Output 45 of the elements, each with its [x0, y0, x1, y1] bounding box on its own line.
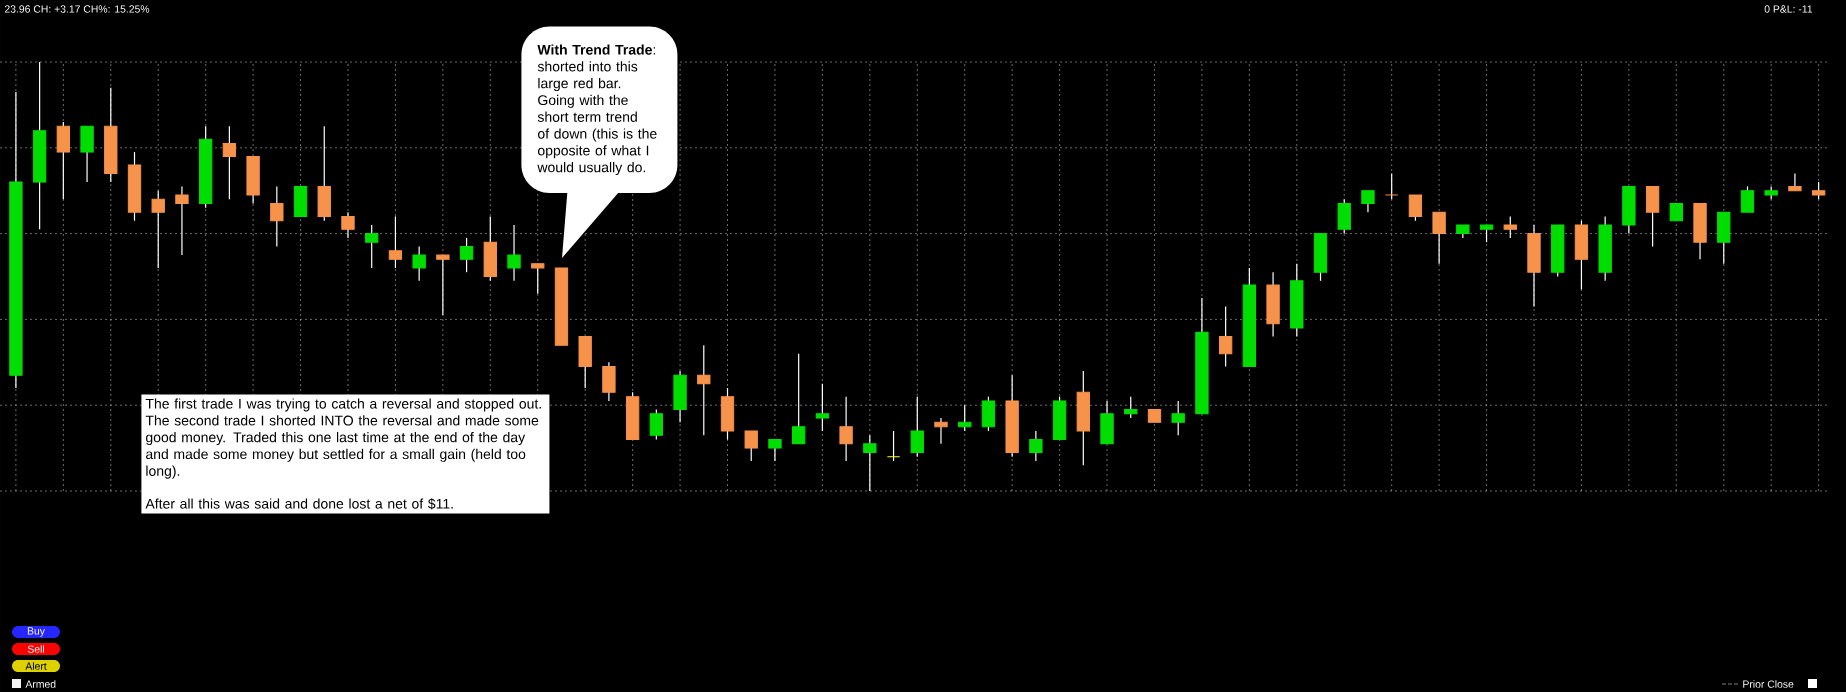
candlestick [886, 430, 901, 462]
candlestick [815, 383, 830, 432]
candlestick [934, 417, 948, 445]
candlestick [839, 396, 853, 462]
candlestick [1503, 215, 1517, 239]
candlestick [341, 211, 355, 239]
candlestick [507, 224, 521, 282]
text: With Trend Trade: shorted into this large red bar. Going with the short term trend of down (this is the opposite of what I would usually do. [537, 44, 657, 176]
candlestick [270, 185, 284, 248]
candlestick [412, 245, 426, 282]
candlestick [649, 408, 664, 441]
text: Sell [27, 645, 44, 653]
candlestick [365, 224, 379, 269]
candlestick [1029, 430, 1043, 462]
candlestick [863, 434, 877, 492]
candlestick [151, 190, 165, 269]
candlestick [1124, 396, 1138, 419]
text: Armed [25, 680, 56, 688]
text: 23.96 CH: +3.17 CH%: 15.25% [4, 5, 150, 13]
candlestick [388, 215, 403, 269]
candlestick [1788, 172, 1802, 192]
text: Buy [27, 627, 45, 637]
text: 0 P&L: -11 [1764, 5, 1813, 13]
candlestick [1432, 211, 1446, 265]
candlestick [792, 353, 806, 445]
candlestick [1361, 190, 1375, 213]
candlestick [1218, 305, 1233, 368]
candlestick [459, 237, 474, 273]
candlestick [910, 396, 924, 458]
candlestick [1171, 400, 1185, 436]
text: Alert [25, 662, 47, 670]
candlestick [531, 263, 545, 295]
text: After all this was said and done lost a net of $11. [145, 498, 453, 510]
candlestick [1740, 185, 1755, 213]
candlestick [436, 254, 450, 316]
candlestick [1385, 172, 1399, 200]
candlestick [768, 438, 782, 462]
candlestick [744, 430, 758, 462]
candlestick [222, 125, 237, 200]
candlestick [1408, 194, 1423, 222]
candlestick [958, 404, 972, 432]
annotation: The first trade I was trying to catch a reversal and stopped out. The second trade I shorted INTO the reversal and made some good money. Traded this one last time at the end of the day and made some money but settled for a small gain (held too long). [145, 398, 541, 479]
candlestick [697, 344, 711, 436]
candlestick [175, 185, 189, 256]
text: Prior Close [1743, 680, 1794, 688]
